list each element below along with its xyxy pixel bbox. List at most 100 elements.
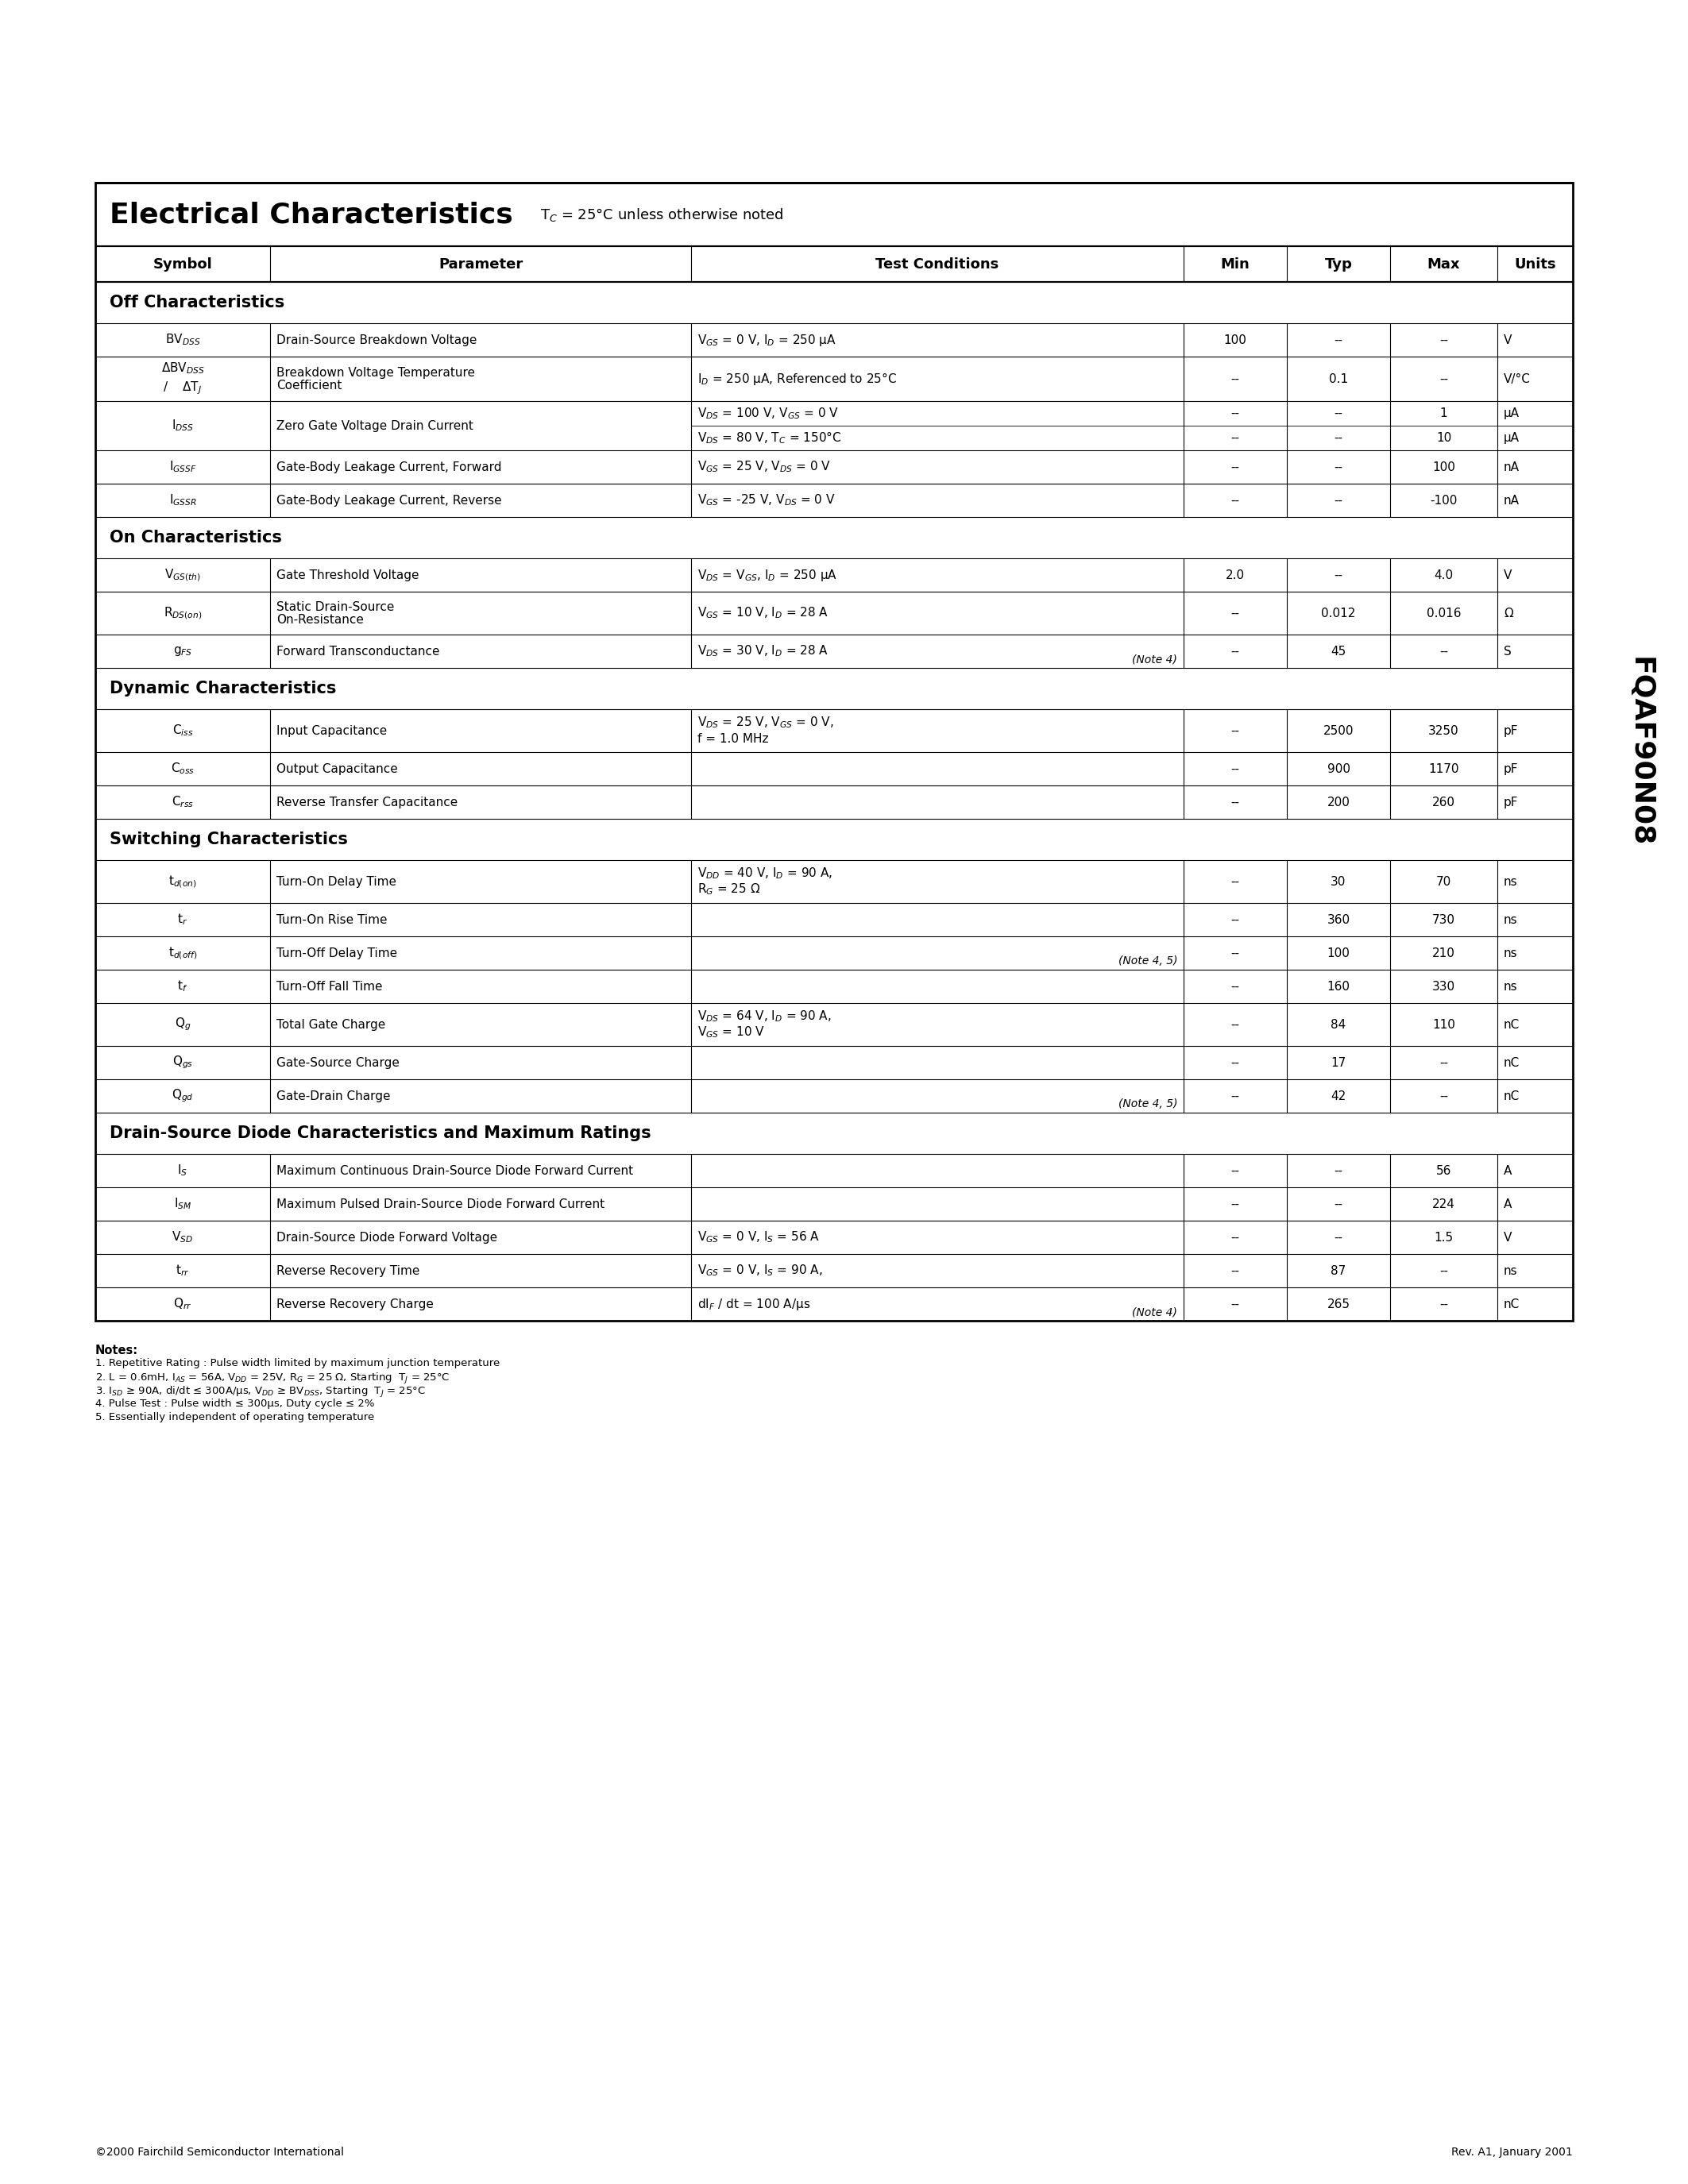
Text: A: A — [1504, 1164, 1512, 1177]
Text: pF: pF — [1504, 797, 1519, 808]
Text: 70: 70 — [1436, 876, 1452, 887]
Text: (Note 4): (Note 4) — [1133, 653, 1177, 664]
Text: Input Capacitance: Input Capacitance — [277, 725, 387, 736]
Text: --: -- — [1231, 797, 1239, 808]
Text: V$_{DS}$ = V$_{GS}$, I$_D$ = 250 μA: V$_{DS}$ = V$_{GS}$, I$_D$ = 250 μA — [697, 568, 837, 583]
Text: I$_{DSS}$: I$_{DSS}$ — [172, 419, 194, 432]
Text: f = 1.0 MHz: f = 1.0 MHz — [697, 732, 768, 745]
Text: nC: nC — [1504, 1090, 1519, 1103]
Text: Drain-Source Breakdown Voltage: Drain-Source Breakdown Voltage — [277, 334, 478, 345]
Text: Max: Max — [1428, 258, 1460, 271]
Text: On Characteristics: On Characteristics — [110, 531, 282, 546]
Text: pF: pF — [1504, 725, 1519, 736]
Text: 4. Pulse Test : Pulse width ≤ 300μs, Duty cycle ≤ 2%: 4. Pulse Test : Pulse width ≤ 300μs, Dut… — [95, 1398, 375, 1409]
Text: --: -- — [1440, 1090, 1448, 1103]
Text: t$_{d(on)}$: t$_{d(on)}$ — [169, 874, 197, 889]
Text: Q$_{gd}$: Q$_{gd}$ — [172, 1088, 194, 1105]
Text: V$_{DS}$ = 64 V, I$_D$ = 90 A,: V$_{DS}$ = 64 V, I$_D$ = 90 A, — [697, 1009, 832, 1024]
Text: nA: nA — [1504, 461, 1519, 474]
Text: I$_D$ = 250 μA, Referenced to 25°C: I$_D$ = 250 μA, Referenced to 25°C — [697, 371, 896, 387]
Text: 1. Repetitive Rating : Pulse width limited by maximum junction temperature: 1. Repetitive Rating : Pulse width limit… — [95, 1358, 500, 1369]
Text: Rev. A1, January 2001: Rev. A1, January 2001 — [1452, 2147, 1573, 2158]
Text: V$_{DS}$ = 100 V, V$_{GS}$ = 0 V: V$_{DS}$ = 100 V, V$_{GS}$ = 0 V — [697, 406, 839, 422]
Text: Electrical Characteristics: Electrical Characteristics — [110, 201, 513, 227]
Text: Drain-Source Diode Characteristics and Maximum Ratings: Drain-Source Diode Characteristics and M… — [110, 1125, 652, 1142]
Text: Notes:: Notes: — [95, 1345, 138, 1356]
Text: Breakdown Voltage Temperature: Breakdown Voltage Temperature — [277, 367, 474, 378]
Text: Off Characteristics: Off Characteristics — [110, 295, 285, 310]
Text: Gate-Drain Charge: Gate-Drain Charge — [277, 1090, 390, 1103]
Text: -100: -100 — [1430, 494, 1457, 507]
Text: 1: 1 — [1440, 408, 1448, 419]
Text: C$_{rss}$: C$_{rss}$ — [172, 795, 194, 810]
Text: Drain-Source Diode Forward Voltage: Drain-Source Diode Forward Voltage — [277, 1232, 498, 1243]
Text: Turn-On Rise Time: Turn-On Rise Time — [277, 913, 387, 926]
Text: --: -- — [1231, 494, 1239, 507]
Text: (Note 4): (Note 4) — [1133, 1306, 1177, 1317]
Text: V$_{GS}$ = 25 V, V$_{DS}$ = 0 V: V$_{GS}$ = 25 V, V$_{DS}$ = 0 V — [697, 459, 830, 474]
Text: V$_{DS}$ = 30 V, I$_D$ = 28 A: V$_{DS}$ = 30 V, I$_D$ = 28 A — [697, 644, 829, 660]
Text: C$_{iss}$: C$_{iss}$ — [172, 723, 194, 738]
Text: 1.5: 1.5 — [1435, 1232, 1453, 1243]
Text: A: A — [1504, 1199, 1512, 1210]
Text: ΔBV$_{DSS}$
/    ΔT$_J$: ΔBV$_{DSS}$ / ΔT$_J$ — [160, 360, 204, 397]
Text: Typ: Typ — [1325, 258, 1352, 271]
Text: --: -- — [1440, 644, 1448, 657]
Text: 0.1: 0.1 — [1328, 373, 1349, 384]
Text: V$_{GS}$ = 0 V, I$_S$ = 90 A,: V$_{GS}$ = 0 V, I$_S$ = 90 A, — [697, 1262, 822, 1278]
Text: t$_r$: t$_r$ — [177, 913, 187, 926]
Text: --: -- — [1334, 461, 1344, 474]
Text: --: -- — [1231, 1199, 1239, 1210]
Text: 330: 330 — [1431, 981, 1455, 992]
Text: Turn-Off Fall Time: Turn-Off Fall Time — [277, 981, 383, 992]
Text: Units: Units — [1514, 258, 1556, 271]
Text: Turn-On Delay Time: Turn-On Delay Time — [277, 876, 397, 887]
Text: --: -- — [1231, 1297, 1239, 1310]
Text: S: S — [1504, 644, 1511, 657]
Text: Parameter: Parameter — [439, 258, 523, 271]
Text: ©2000 Fairchild Semiconductor International: ©2000 Fairchild Semiconductor Internatio… — [95, 2147, 344, 2158]
Text: V$_{DS}$ = 80 V, T$_C$ = 150°C: V$_{DS}$ = 80 V, T$_C$ = 150°C — [697, 430, 841, 446]
Text: V: V — [1504, 570, 1512, 581]
Text: V$_{GS}$ = 10 V, I$_D$ = 28 A: V$_{GS}$ = 10 V, I$_D$ = 28 A — [697, 605, 829, 620]
Text: --: -- — [1334, 1232, 1344, 1243]
Text: 5. Essentially independent of operating temperature: 5. Essentially independent of operating … — [95, 1413, 375, 1422]
Text: 110: 110 — [1431, 1018, 1455, 1031]
Text: I$_{GSSF}$: I$_{GSSF}$ — [169, 459, 196, 474]
Text: --: -- — [1231, 373, 1239, 384]
Text: Total Gate Charge: Total Gate Charge — [277, 1018, 385, 1031]
Text: --: -- — [1231, 1090, 1239, 1103]
Text: --: -- — [1231, 607, 1239, 618]
Text: 30: 30 — [1330, 876, 1347, 887]
Text: ns: ns — [1504, 913, 1518, 926]
Text: Static Drain-Source: Static Drain-Source — [277, 601, 395, 614]
Text: Q$_{gs}$: Q$_{gs}$ — [172, 1055, 192, 1070]
Text: V$_{GS}$ = 0 V, I$_S$ = 56 A: V$_{GS}$ = 0 V, I$_S$ = 56 A — [697, 1230, 820, 1245]
Text: Coefficient: Coefficient — [277, 380, 343, 391]
Text: t$_f$: t$_f$ — [177, 978, 187, 994]
Text: 1170: 1170 — [1428, 762, 1458, 775]
Text: Gate Threshold Voltage: Gate Threshold Voltage — [277, 570, 419, 581]
Text: --: -- — [1231, 461, 1239, 474]
Text: --: -- — [1440, 1297, 1448, 1310]
Text: 0.012: 0.012 — [1322, 607, 1355, 618]
Text: Reverse Transfer Capacitance: Reverse Transfer Capacitance — [277, 797, 457, 808]
Text: 45: 45 — [1330, 644, 1345, 657]
Text: --: -- — [1334, 570, 1344, 581]
Text: ns: ns — [1504, 948, 1518, 959]
Text: g$_{FS}$: g$_{FS}$ — [172, 644, 192, 657]
Text: Zero Gate Voltage Drain Current: Zero Gate Voltage Drain Current — [277, 419, 473, 432]
Text: V/°C: V/°C — [1504, 373, 1531, 384]
Text: 730: 730 — [1431, 913, 1455, 926]
Text: FQAF90N08: FQAF90N08 — [1627, 657, 1654, 847]
Text: Maximum Pulsed Drain-Source Diode Forward Current: Maximum Pulsed Drain-Source Diode Forwar… — [277, 1199, 604, 1210]
Text: Test Conditions: Test Conditions — [876, 258, 999, 271]
Text: Switching Characteristics: Switching Characteristics — [110, 832, 348, 847]
Text: (Note 4, 5): (Note 4, 5) — [1117, 954, 1177, 968]
Text: --: -- — [1231, 876, 1239, 887]
Text: Min: Min — [1220, 258, 1249, 271]
Text: t$_{rr}$: t$_{rr}$ — [176, 1262, 189, 1278]
Text: 56: 56 — [1436, 1164, 1452, 1177]
Text: 2.0: 2.0 — [1225, 570, 1244, 581]
Text: Gate-Source Charge: Gate-Source Charge — [277, 1057, 400, 1068]
